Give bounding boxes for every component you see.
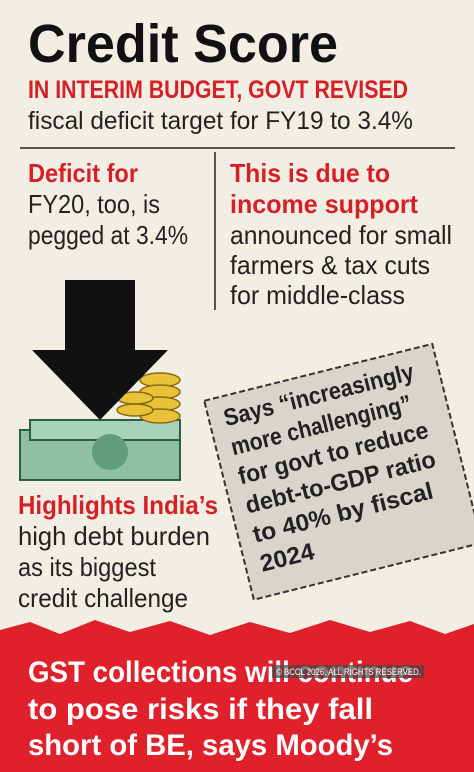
right-line: for middle-class — [230, 280, 405, 310]
left-line: FY20, too, is — [28, 189, 160, 219]
coins — [116, 372, 181, 424]
watermark-bg — [272, 665, 424, 678]
right-line: income support — [230, 189, 418, 219]
title: Credit Score — [28, 14, 338, 74]
right-line: announced for small — [230, 220, 452, 250]
quote-box: Says “increasingly more challenging” for… — [203, 342, 474, 601]
down-arrow — [32, 280, 168, 420]
quote-panel — [203, 342, 474, 601]
watermark: © BCCL 2026. ALL RIGHTS RESERVED. — [276, 667, 421, 677]
note-emblem — [92, 434, 128, 470]
footer-line: short of BE, says Moody’s — [28, 729, 393, 762]
footer-band — [0, 620, 474, 772]
footer-line: to pose risks if they fall — [28, 693, 373, 726]
highlight-line: as its biggest — [18, 552, 157, 582]
illustration — [19, 280, 181, 481]
highlight-line: Highlights India’s — [18, 490, 218, 520]
left-line: Deficit for — [28, 158, 138, 188]
right-line: This is due to — [230, 158, 390, 188]
left-line: pegged at 3.4% — [28, 220, 188, 250]
right-line: farmers & tax cuts — [230, 250, 430, 280]
subtitle: fiscal deficit target for FY19 to 3.4% — [28, 107, 413, 135]
kicker: IN INTERIM BUDGET, GOVT REVISED — [28, 76, 408, 104]
highlight-line: credit challenge — [18, 583, 188, 613]
highlight-line: high debt burden — [18, 521, 210, 551]
